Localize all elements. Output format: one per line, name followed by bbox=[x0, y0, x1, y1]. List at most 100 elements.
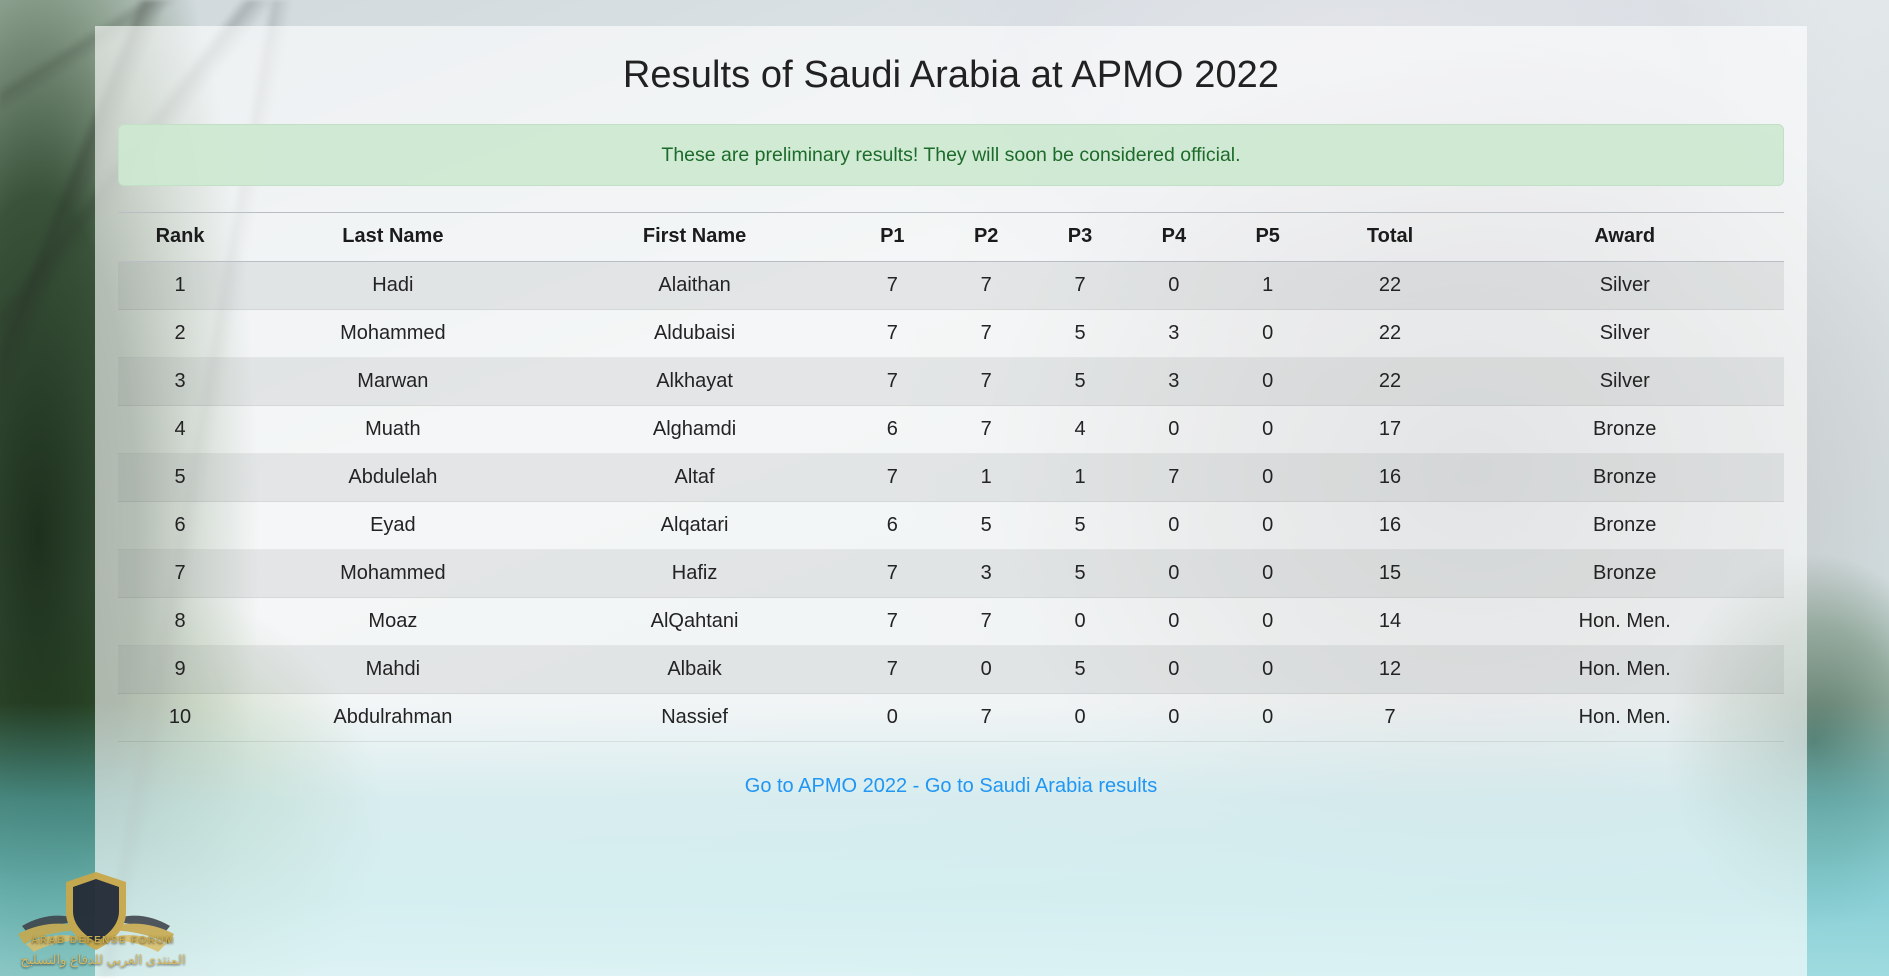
cell-p2: 1 bbox=[939, 454, 1033, 502]
cell-last-name: Hadi bbox=[242, 262, 544, 310]
cell-p3: 0 bbox=[1033, 694, 1127, 742]
column-header-p4[interactable]: P4 bbox=[1127, 213, 1221, 262]
cell-rank: 7 bbox=[118, 550, 242, 598]
cell-p1: 7 bbox=[845, 358, 939, 406]
cell-last-name: Moaz bbox=[242, 598, 544, 646]
cell-last-name: Mohammed bbox=[242, 310, 544, 358]
cell-total: 15 bbox=[1315, 550, 1466, 598]
cell-p4: 0 bbox=[1127, 406, 1221, 454]
column-header-p3[interactable]: P3 bbox=[1033, 213, 1127, 262]
cell-rank: 8 bbox=[118, 598, 242, 646]
cell-rank: 4 bbox=[118, 406, 242, 454]
cell-p1: 7 bbox=[845, 646, 939, 694]
cell-p2: 7 bbox=[939, 310, 1033, 358]
cell-p4: 0 bbox=[1127, 598, 1221, 646]
cell-last-name: Mahdi bbox=[242, 646, 544, 694]
results-table-wrapper: Rank Last Name First Name P1 P2 P3 P4 P5… bbox=[95, 212, 1807, 742]
cell-first-name: Alghamdi bbox=[544, 406, 846, 454]
cell-first-name: Alaithan bbox=[544, 262, 846, 310]
cell-p2: 7 bbox=[939, 406, 1033, 454]
page-title: Results of Saudi Arabia at APMO 2022 bbox=[95, 26, 1807, 97]
column-header-rank[interactable]: Rank bbox=[118, 213, 242, 262]
cell-total: 12 bbox=[1315, 646, 1466, 694]
cell-p5: 0 bbox=[1221, 406, 1315, 454]
cell-p3: 7 bbox=[1033, 262, 1127, 310]
cell-total: 16 bbox=[1315, 454, 1466, 502]
cell-p1: 7 bbox=[845, 598, 939, 646]
cell-p3: 5 bbox=[1033, 358, 1127, 406]
cell-p5: 0 bbox=[1221, 502, 1315, 550]
cell-award: Hon. Men. bbox=[1465, 694, 1784, 742]
cell-first-name: Alqatari bbox=[544, 502, 846, 550]
cell-p1: 7 bbox=[845, 262, 939, 310]
cell-p4: 3 bbox=[1127, 310, 1221, 358]
column-header-award[interactable]: Award bbox=[1465, 213, 1784, 262]
cell-last-name: Abdulrahman bbox=[242, 694, 544, 742]
cell-total: 22 bbox=[1315, 358, 1466, 406]
cell-p5: 0 bbox=[1221, 310, 1315, 358]
cell-rank: 2 bbox=[118, 310, 242, 358]
cell-p3: 5 bbox=[1033, 646, 1127, 694]
results-table: Rank Last Name First Name P1 P2 P3 P4 P5… bbox=[118, 212, 1784, 742]
table-header-row: Rank Last Name First Name P1 P2 P3 P4 P5… bbox=[118, 213, 1784, 262]
cell-total: 16 bbox=[1315, 502, 1466, 550]
column-header-p2[interactable]: P2 bbox=[939, 213, 1033, 262]
cell-p5: 0 bbox=[1221, 358, 1315, 406]
footer-links: Go to APMO 2022 - Go to Saudi Arabia res… bbox=[95, 775, 1807, 798]
cell-p2: 5 bbox=[939, 502, 1033, 550]
cell-p4: 0 bbox=[1127, 262, 1221, 310]
cell-first-name: Hafiz bbox=[544, 550, 846, 598]
cell-p2: 3 bbox=[939, 550, 1033, 598]
cell-p3: 5 bbox=[1033, 310, 1127, 358]
preliminary-results-alert: These are preliminary results! They will… bbox=[118, 124, 1784, 186]
cell-last-name: Mohammed bbox=[242, 550, 544, 598]
cell-rank: 3 bbox=[118, 358, 242, 406]
cell-p4: 0 bbox=[1127, 502, 1221, 550]
cell-p1: 7 bbox=[845, 310, 939, 358]
cell-last-name: Eyad bbox=[242, 502, 544, 550]
cell-p1: 6 bbox=[845, 406, 939, 454]
results-table-head: Rank Last Name First Name P1 P2 P3 P4 P5… bbox=[118, 213, 1784, 262]
cell-first-name: Alkhayat bbox=[544, 358, 846, 406]
cell-rank: 6 bbox=[118, 502, 242, 550]
column-header-p5[interactable]: P5 bbox=[1221, 213, 1315, 262]
cell-award: Bronze bbox=[1465, 502, 1784, 550]
cell-award: Silver bbox=[1465, 358, 1784, 406]
cell-p2: 7 bbox=[939, 694, 1033, 742]
column-header-first-name[interactable]: First Name bbox=[544, 213, 846, 262]
alert-message: These are preliminary results! They will… bbox=[661, 144, 1240, 167]
cell-p5: 0 bbox=[1221, 694, 1315, 742]
link-saudi-arabia-results[interactable]: Go to Saudi Arabia results bbox=[925, 775, 1157, 797]
cell-p2: 7 bbox=[939, 262, 1033, 310]
column-header-last-name[interactable]: Last Name bbox=[242, 213, 544, 262]
link-apmo-2022[interactable]: Go to APMO 2022 bbox=[745, 775, 907, 797]
cell-p5: 0 bbox=[1221, 454, 1315, 502]
cell-p3: 1 bbox=[1033, 454, 1127, 502]
cell-p2: 7 bbox=[939, 598, 1033, 646]
cell-total: 17 bbox=[1315, 406, 1466, 454]
cell-award: Hon. Men. bbox=[1465, 598, 1784, 646]
cell-p2: 0 bbox=[939, 646, 1033, 694]
cell-p3: 4 bbox=[1033, 406, 1127, 454]
cell-rank: 9 bbox=[118, 646, 242, 694]
cell-first-name: Altaf bbox=[544, 454, 846, 502]
cell-last-name: Abdulelah bbox=[242, 454, 544, 502]
cell-p1: 7 bbox=[845, 454, 939, 502]
cell-award: Silver bbox=[1465, 262, 1784, 310]
cell-award: Bronze bbox=[1465, 454, 1784, 502]
column-header-p1[interactable]: P1 bbox=[845, 213, 939, 262]
column-header-total[interactable]: Total bbox=[1315, 213, 1466, 262]
cell-total: 7 bbox=[1315, 694, 1466, 742]
cell-p4: 0 bbox=[1127, 646, 1221, 694]
